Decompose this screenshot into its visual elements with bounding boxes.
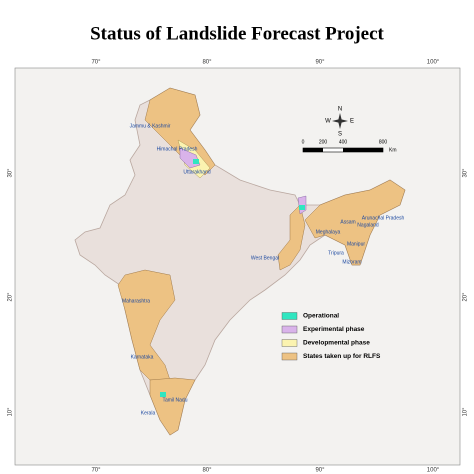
longitude-label: 100° xyxy=(427,60,440,66)
region-label: Himachal Pradesh xyxy=(157,146,198,152)
scale-tick-label: 800 xyxy=(379,139,388,145)
latitude-label: 30° xyxy=(463,168,469,178)
scale-tick-label: 0 xyxy=(302,139,305,145)
latitude-label: 20° xyxy=(463,292,469,302)
legend-swatch xyxy=(281,352,298,361)
region-label: Tripura xyxy=(328,250,344,256)
longitude-label: 80° xyxy=(202,468,212,474)
region-label: Mizoram xyxy=(342,259,361,265)
region-label: Manipur xyxy=(347,241,365,247)
regions xyxy=(117,87,406,436)
compass-w: W xyxy=(325,119,331,125)
longitude-label: 70° xyxy=(91,60,101,66)
scale-unit: Km xyxy=(389,147,397,153)
region-label: Tamil Nadu xyxy=(162,397,187,403)
title: Status of Landslide Forecast Project xyxy=(90,23,384,44)
india-outline xyxy=(74,87,406,436)
compass-e: E xyxy=(350,119,354,125)
scale-seg xyxy=(303,148,323,152)
region-label: West Bengal xyxy=(251,255,279,261)
rlfs-region xyxy=(304,179,406,266)
region-label: Kerala xyxy=(141,410,156,416)
longitude-label: 90° xyxy=(315,468,325,474)
region-label: Meghalaya xyxy=(316,229,341,235)
operational-region xyxy=(193,159,199,164)
legend-swatch xyxy=(281,312,298,320)
latitude-label: 30° xyxy=(8,168,14,178)
scale-tick-label: 200 xyxy=(319,139,328,145)
compass-rose xyxy=(332,113,348,129)
region-label: Assam xyxy=(340,219,355,225)
scale-tick-label: 400 xyxy=(339,139,348,145)
compass-s: S xyxy=(338,132,342,138)
legend-label: Experimental phase xyxy=(303,326,365,333)
region-label: Maharashtra xyxy=(122,298,150,304)
scale-bar: Km 0 200 400 800 xyxy=(302,139,397,153)
legend-label: Developmental phase xyxy=(303,340,370,347)
longitude-label: 100° xyxy=(427,468,440,474)
region-label: Karnataka xyxy=(131,354,154,360)
latitude-label: 10° xyxy=(463,407,469,417)
region-label: Uttarakhand xyxy=(183,169,210,175)
latitude-label: 10° xyxy=(8,407,14,417)
legend-swatch xyxy=(281,339,298,347)
region-labels: Jammu & Kashmir Himachal Pradesh Uttarakha… xyxy=(122,123,405,416)
region-label: Jammu & Kashmir xyxy=(130,123,171,129)
operational-region xyxy=(299,205,305,210)
compass: N S E W xyxy=(325,107,354,138)
legend-swatch xyxy=(281,325,298,334)
legend-label: States taken up for RLFS xyxy=(303,353,381,360)
operational-region xyxy=(160,392,166,397)
region-label: Arunachal Pradesh xyxy=(362,215,405,221)
region-label: Nagaland xyxy=(357,222,379,228)
compass-n: N xyxy=(338,107,342,113)
legend: Operational Experimental phase Development… xyxy=(281,312,381,361)
scale-seg xyxy=(343,148,383,152)
latitude-label: 20° xyxy=(8,292,14,302)
longitude-label: 90° xyxy=(315,60,325,66)
graticule: 70° 70° 80° 80° 90° 90° 100° 100° 30° 30° 20° 20° 10… xyxy=(8,60,469,474)
rlfs-region xyxy=(117,269,176,381)
longitude-label: 80° xyxy=(202,60,212,66)
legend-label: Operational xyxy=(303,313,339,320)
longitude-label: 70° xyxy=(91,468,101,474)
